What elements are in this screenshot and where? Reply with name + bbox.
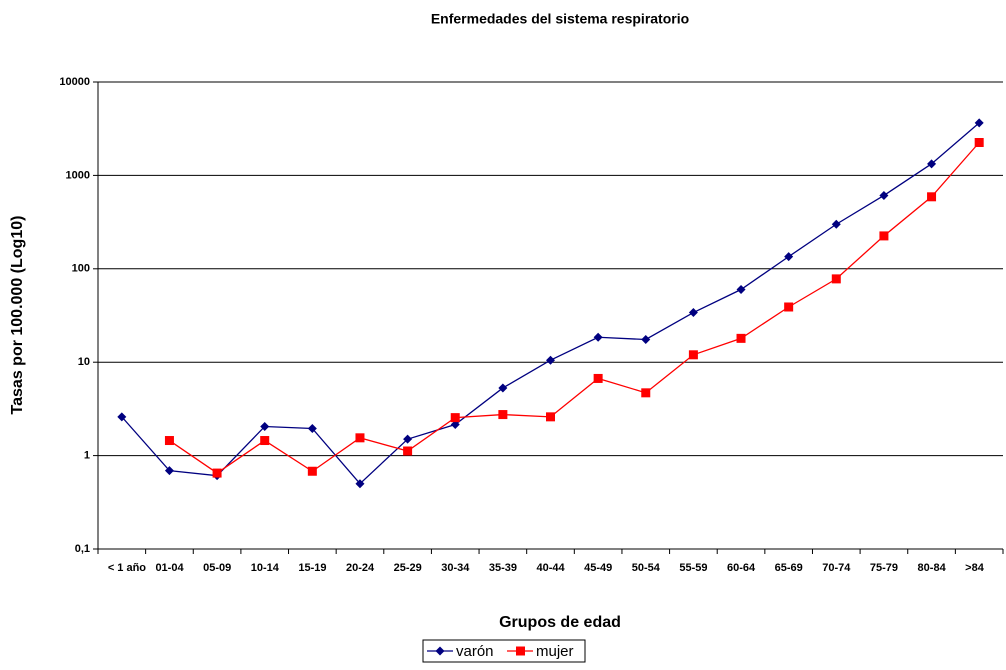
data-point	[450, 420, 460, 430]
data-point	[641, 388, 651, 398]
data-point	[546, 412, 555, 422]
y-axis-title: Tasas por 100.000 (Log10)	[9, 216, 26, 415]
legend-box	[422, 639, 586, 663]
series-line	[121, 122, 980, 485]
data-point	[688, 308, 698, 318]
y-tick-label: 10	[78, 356, 90, 368]
data-point	[403, 434, 413, 444]
data-point	[307, 424, 317, 434]
x-tick-label: 45-49	[584, 562, 613, 574]
y-tick-label: 10000	[59, 76, 90, 88]
x-tick-label: 60-64	[727, 562, 756, 574]
data-point	[307, 466, 317, 476]
data-point	[784, 302, 794, 312]
y-tick-label: 0,1	[75, 543, 90, 555]
x-tick-label: 10-14	[250, 562, 279, 574]
data-point	[117, 412, 127, 422]
x-tick-label: 75-79	[869, 562, 899, 574]
data-point	[260, 436, 270, 446]
y-tick-label: 100	[72, 263, 90, 275]
x-tick-label: 15-19	[298, 562, 327, 574]
data-point	[498, 410, 508, 420]
x-tick-label: 25-29	[393, 562, 422, 574]
data-point	[688, 350, 698, 360]
legend-label: varón	[456, 643, 494, 660]
data-point	[831, 274, 841, 284]
data-point	[927, 192, 937, 202]
data-point	[736, 333, 746, 343]
x-tick-label: 80-84	[917, 562, 946, 574]
chart-title: Enfermedades del sistema respiratorio	[431, 11, 689, 27]
data-point	[355, 433, 365, 443]
data-point	[260, 421, 270, 431]
data-point	[164, 436, 174, 446]
legend-marker	[516, 646, 525, 656]
x-tick-label: 70-74	[822, 562, 851, 574]
data-point	[546, 355, 555, 365]
x-tick-label: 05-09	[203, 562, 232, 574]
data-point	[784, 252, 794, 262]
data-point	[164, 466, 174, 476]
data-point	[212, 468, 222, 478]
legend-marker	[435, 646, 445, 656]
x-tick-label: 40-44	[536, 562, 565, 574]
x-tick-label: 20-24	[345, 562, 375, 574]
x-tick-label: 35-39	[488, 562, 517, 574]
data-point	[879, 190, 889, 200]
y-tick-label: 1	[84, 450, 90, 462]
x-tick-label: < 1 año	[107, 562, 147, 574]
x-tick-label: 30-34	[441, 562, 470, 574]
x-tick-label: 50-54	[631, 562, 660, 574]
x-tick-label: 55-59	[679, 562, 708, 574]
y-tick-label: 1000	[66, 169, 90, 181]
legend-label: mujer	[536, 643, 574, 660]
x-tick-label: >84	[965, 562, 984, 574]
data-point	[403, 446, 413, 456]
data-point	[593, 332, 603, 342]
series-line	[169, 142, 980, 474]
data-point	[974, 138, 984, 148]
x-axis-title: Grupos de edad	[499, 614, 621, 631]
data-point	[974, 118, 984, 128]
data-point	[879, 231, 889, 241]
data-point	[927, 159, 937, 169]
data-point	[450, 413, 460, 423]
data-point	[831, 219, 841, 229]
x-tick-label: 65-69	[774, 562, 803, 574]
data-point	[355, 479, 365, 489]
data-point	[736, 285, 746, 295]
data-point	[498, 383, 508, 393]
data-point	[593, 373, 603, 383]
x-tick-label: 01-04	[155, 562, 184, 574]
data-point	[641, 335, 651, 345]
